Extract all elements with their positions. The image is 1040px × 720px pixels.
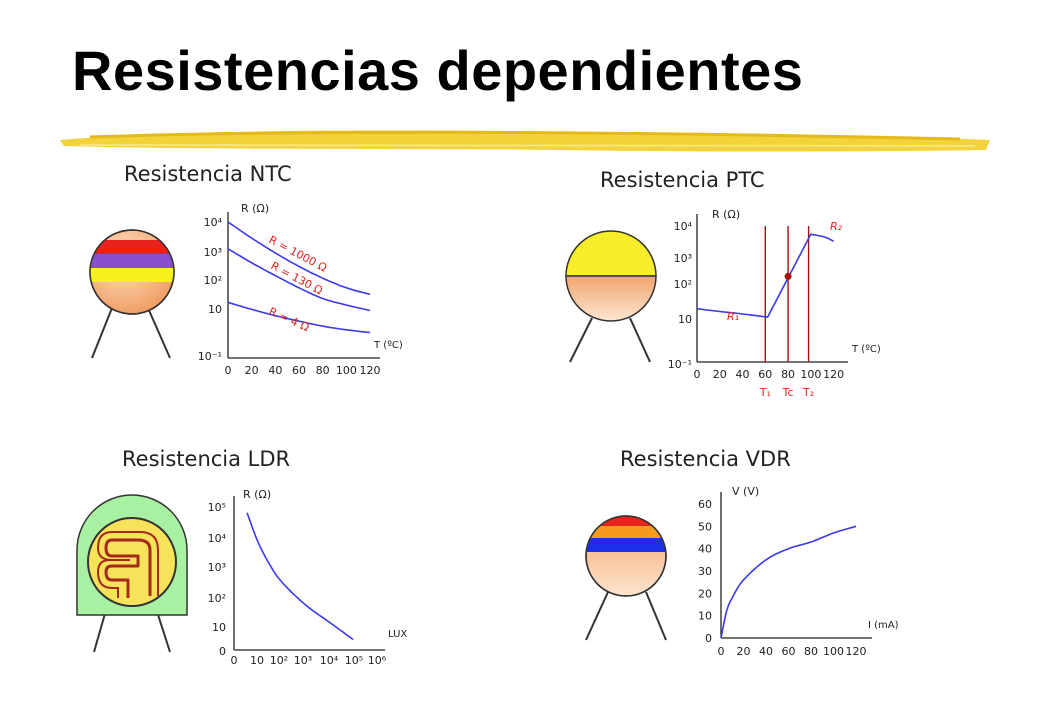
x-tick-label: 10⁶: [368, 654, 387, 667]
ptc-panel-title: Resistencia PTC: [600, 168, 765, 192]
ntc-panel-title: Resistencia NTC: [124, 162, 292, 186]
ldr-panel-title: Resistencia LDR: [122, 447, 291, 471]
ntc-curve-2: [227, 248, 371, 312]
x-tick-label: 10⁴: [320, 654, 339, 667]
y-tick-label: 0: [219, 645, 226, 658]
ptc-marker-label: T₂: [802, 386, 814, 399]
x-tick-label: 20: [713, 368, 727, 381]
x-tick-label: 100: [823, 645, 844, 658]
x-tick-label: 60: [758, 368, 772, 381]
y-tick-label: 10⁴: [204, 216, 223, 229]
x-axis-label: LUX: [388, 629, 407, 640]
x-tick-label: 0: [694, 368, 701, 381]
x-tick-label: 80: [781, 368, 795, 381]
y-tick-label: 10⁵: [208, 501, 226, 514]
x-tick-label: 10²: [270, 654, 288, 667]
y-tick-label: 10: [212, 621, 226, 634]
ldr-photoresistor-illustration: [76, 494, 188, 653]
ptc-r2-label: R₂: [830, 220, 843, 233]
ntc-curve-3: [227, 301, 371, 334]
x-tick-label: 100: [800, 368, 821, 381]
y-tick-label: 10: [698, 610, 712, 623]
y-tick-label: 30: [698, 565, 712, 578]
x-tick-label: 10: [250, 654, 264, 667]
x-tick-label: 40: [759, 645, 773, 658]
x-tick-label: 0: [231, 654, 238, 667]
ntc-chart: R (Ω) T (ºC) 0 20 40 60 80 100 120 10⁴ 10³ 10² 10 10⁻…: [198, 202, 403, 377]
y-tick-label: 10⁻¹: [668, 358, 692, 371]
x-tick-label: 20: [737, 645, 751, 658]
ntc-curve-label: R = 4 Ω: [267, 305, 311, 334]
vdr-curve: [720, 525, 857, 639]
vdr-varistor-illustration: [585, 515, 667, 641]
x-tick-label: 60: [292, 364, 306, 377]
y-axis-label: R (Ω): [243, 488, 271, 501]
x-tick-label: 120: [846, 645, 867, 658]
y-tick-label: 10²: [204, 274, 222, 287]
ptc-r1-label: R₁: [727, 310, 739, 323]
y-tick-label: 10⁴: [208, 532, 227, 545]
y-tick-label: 10³: [204, 246, 222, 259]
ptc-marker-label: Tc: [782, 386, 794, 399]
y-tick-label: 10⁴: [674, 220, 693, 233]
x-axis-label: T (ºC): [851, 344, 881, 355]
y-tick-label: 10²: [208, 592, 226, 605]
x-tick-label: 20: [245, 364, 259, 377]
ntc-thermistor-illustration: [89, 229, 175, 359]
x-tick-label: 10³: [294, 654, 312, 667]
y-tick-label: 10: [678, 313, 692, 326]
y-axis-label: R (Ω): [712, 208, 740, 221]
y-tick-label: 10⁻¹: [198, 350, 222, 363]
y-tick-label: 40: [698, 543, 712, 556]
ptc-marker-label: T₁: [759, 386, 771, 399]
x-tick-label: 40: [268, 364, 282, 377]
y-tick-label: 0: [705, 632, 712, 645]
ldr-chart: R (Ω) LUX 0 10 10² 10³ 10⁴ 10⁵ 10⁶ 10⁵ 10⁴ 10³ 10² 10…: [208, 488, 408, 667]
y-tick-label: 10³: [674, 252, 692, 265]
yellow-brush-underline: [60, 130, 990, 152]
ntc-curve-1: [227, 221, 371, 296]
x-tick-label: 60: [782, 645, 796, 658]
ptc-chart: R (Ω) T (ºC) 0 20 40 60 80 100 120 10⁴ 10³ 10² 10 10⁻…: [668, 208, 881, 399]
y-tick-label: 50: [698, 520, 712, 533]
y-tick-label: 20: [698, 587, 712, 600]
ptc-critical-point: [784, 272, 792, 280]
x-tick-label: 80: [316, 364, 330, 377]
ptc-thermistor-illustration: [565, 230, 657, 363]
x-tick-label: 120: [360, 364, 381, 377]
x-tick-label: 0: [225, 364, 232, 377]
y-tick-label: 10: [208, 303, 222, 316]
y-axis-label: V (V): [732, 485, 759, 498]
x-tick-label: 0: [718, 645, 725, 658]
x-tick-label: 100: [336, 364, 357, 377]
y-axis-label: R (Ω): [241, 202, 269, 215]
page-title: Resistencias dependientes: [72, 39, 804, 102]
y-tick-label: 10³: [208, 561, 226, 574]
ptc-curve: [696, 233, 834, 318]
vdr-panel-title: Resistencia VDR: [620, 447, 791, 471]
x-axis-label: I (mA): [868, 620, 899, 631]
y-tick-label: 60: [698, 498, 712, 511]
x-tick-label: 10⁵: [345, 654, 363, 667]
x-tick-label: 40: [736, 368, 750, 381]
x-tick-label: 80: [804, 645, 818, 658]
x-tick-label: 120: [823, 368, 844, 381]
ldr-curve: [246, 512, 354, 641]
y-tick-label: 10²: [674, 278, 692, 291]
x-axis-label: T (ºC): [373, 340, 403, 351]
